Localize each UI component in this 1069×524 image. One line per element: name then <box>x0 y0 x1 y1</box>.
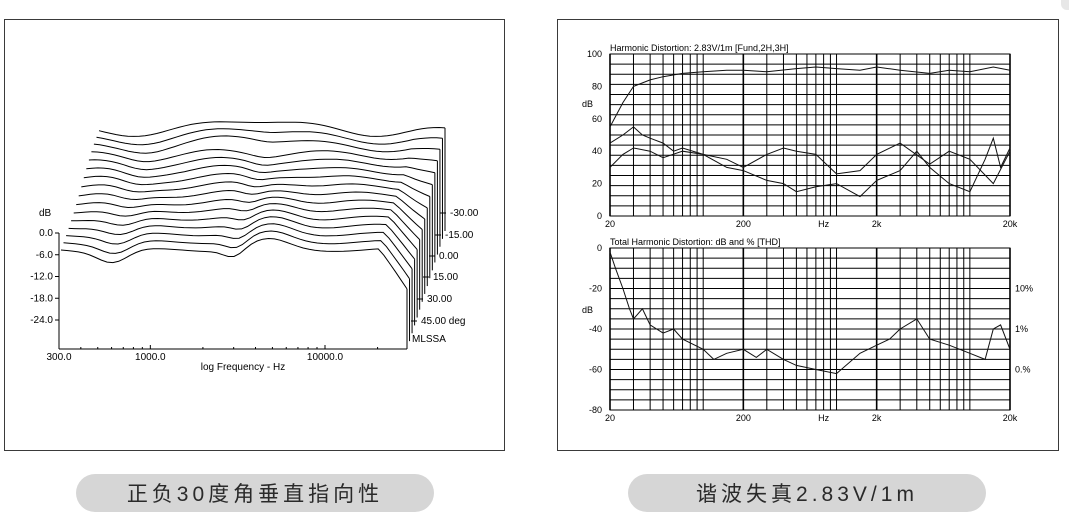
waterfall-slice-line <box>91 148 438 163</box>
plot-y-tick-label: 0 <box>597 211 602 221</box>
thd-right-tick-label: 1% <box>1015 324 1028 334</box>
harmonic-distortion-panel: Harmonic Distortion: 2.83V/1m [Fund,2H,3… <box>557 19 1059 451</box>
plot-y-tick-label: 60 <box>592 114 602 124</box>
waterfall-slice-line <box>73 203 421 240</box>
series-line <box>609 251 1011 375</box>
waterfall-x-tick-label: 300.0 <box>46 352 71 363</box>
thd-right-tick-label: 0.% <box>1015 365 1031 375</box>
polar-waterfall-chart: dB 0.0 -6.0 -12.0 -18.0 -24.0 300.0 1000.0 100… <box>30 121 479 373</box>
waterfall-slice-line <box>71 209 418 250</box>
thd-right-tick-label: 10% <box>1015 284 1033 294</box>
plot-y-tick-label: 80 <box>592 81 602 91</box>
waterfall-slice-line <box>96 128 443 146</box>
waterfall-angle-label: 15.00 <box>433 272 458 283</box>
waterfall-slice-line <box>86 164 433 186</box>
waterfall-slice-line <box>66 223 413 270</box>
plot-y-tick-label: -80 <box>589 405 602 415</box>
waterfall-slice-line <box>98 121 446 137</box>
series-line <box>609 126 1011 185</box>
thd-title: Total Harmonic Distortion: dB and % [THD… <box>610 237 781 247</box>
hd-y-label: dB <box>582 99 593 109</box>
waterfall-slice-line <box>63 230 410 279</box>
waterfall-angle-label: 30.00 <box>427 294 452 305</box>
waterfall-angle-label: 45.00 deg <box>421 316 466 327</box>
plot-x-tick-label: Hz <box>818 413 829 423</box>
waterfall-y-tick-label: 0.0 <box>39 228 53 239</box>
plot-y-tick-label: -20 <box>589 284 602 294</box>
plot-y-tick-label: -40 <box>589 324 602 334</box>
plot-x-tick-label: 20 <box>605 413 615 423</box>
waterfall-y-tick-label: -24.0 <box>30 315 53 326</box>
plot-x-tick-label: 200 <box>736 413 751 423</box>
waterfall-y-tick-label: -12.0 <box>30 272 53 283</box>
plot-x-tick-label: 2k <box>872 413 882 423</box>
waterfall-slice-line <box>78 189 426 220</box>
waterfall-angle-label: -30.00 <box>450 208 479 219</box>
waterfall-slice-line <box>83 172 430 197</box>
plot-y-tick-label: 100 <box>587 49 602 59</box>
corner-tab <box>1061 0 1069 10</box>
waterfall-software-label: MLSSA <box>412 334 446 345</box>
waterfall-angle-label: -15.00 <box>445 230 474 241</box>
waterfall-slice-line <box>60 237 408 290</box>
waterfall-slice-fill <box>61 238 407 349</box>
harmonic-distortion-charts: Harmonic Distortion: 2.83V/1m [Fund,2H,3… <box>582 43 1033 423</box>
plot-x-tick-label: 20k <box>1003 219 1018 229</box>
series-line <box>609 136 1011 198</box>
waterfall-x-tick-label: 10000.0 <box>307 352 344 363</box>
hd-title: Harmonic Distortion: 2.83V/1m [Fund,2H,3… <box>610 43 789 53</box>
waterfall-y-label: dB <box>39 208 52 219</box>
plot-x-tick-label: 20 <box>605 219 615 229</box>
thd-y-label: dB <box>582 305 593 315</box>
waterfall-x-tick-label: 1000.0 <box>135 352 166 363</box>
plot-y-tick-label: 40 <box>592 146 602 156</box>
waterfall-slice-line <box>88 156 436 174</box>
waterfall-slice-line <box>76 196 423 230</box>
plot-x-tick-label: 2k <box>872 219 882 229</box>
plot-x-tick-label: 200 <box>736 219 751 229</box>
series-line <box>609 66 1011 128</box>
caption-harmonic-distortion: 谐波失真2.83V/1m <box>628 474 986 512</box>
waterfall-x-label: log Frequency - Hz <box>201 362 285 373</box>
waterfall-slice-line <box>68 216 415 260</box>
plot-y-tick-label: -60 <box>589 365 602 375</box>
polar-waterfall-panel: dB 0.0 -6.0 -12.0 -18.0 -24.0 300.0 1000.0 100… <box>4 19 505 451</box>
waterfall-slice-line <box>81 181 428 209</box>
caption-polar-response: 正负30度角垂直指向性 <box>76 474 434 512</box>
waterfall-angle-label: 0.00 <box>439 251 459 262</box>
waterfall-y-tick-label: -6.0 <box>36 250 54 261</box>
plot-x-tick-label: Hz <box>818 219 829 229</box>
plot-x-tick-label: 20k <box>1003 413 1018 423</box>
waterfall-slice-line <box>93 135 440 154</box>
waterfall-y-tick-label: -18.0 <box>30 293 53 304</box>
plot-y-tick-label: 20 <box>592 179 602 189</box>
plot-y-tick-label: 0 <box>597 243 602 253</box>
